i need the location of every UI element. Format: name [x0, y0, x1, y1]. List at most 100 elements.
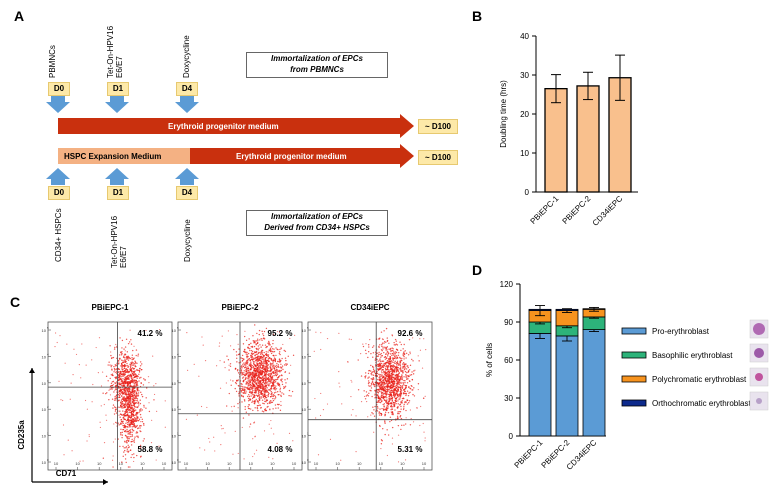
day-box-top-d4: D4: [176, 82, 198, 96]
top-description-line2: from PBMNCs: [290, 65, 344, 74]
cell-nucleus-3: [756, 398, 762, 404]
legend-swatch-1: [621, 351, 647, 359]
flow-upper-right-pct: 95.2 %: [268, 329, 293, 338]
flow-y-tick-label: 10: [172, 434, 177, 439]
flow-y-tick-label: 10: [302, 381, 307, 386]
bar-segment-CD34iEPC-3: [582, 308, 606, 310]
x-tick-label: PBiEPC-2: [561, 194, 593, 226]
day-box-bottom-d0: D0: [48, 186, 70, 200]
end-label-top: ~ D100: [418, 119, 458, 134]
bottom-medium-bar-erythroid: [190, 144, 414, 168]
y-tick-label: 0: [525, 188, 530, 197]
bar-PBiEPC-2: [576, 85, 600, 193]
flow-y-tick-exp: 1: [47, 432, 49, 436]
flow-y-tick-exp: 4: [47, 352, 49, 356]
flow-lower-right-pct: 4.08 %: [268, 445, 293, 454]
flow-x-tick-label: 10: [314, 461, 319, 466]
flow-y-tick-label: 10: [42, 328, 47, 333]
bar-segment-CD34iEPC-0: [582, 329, 606, 437]
panel-label-a: A: [14, 8, 25, 24]
flow-y-tick-label: 10: [302, 460, 307, 465]
flow-y-tick-exp: 1: [307, 432, 309, 436]
flow-x-tick-label: 10: [119, 461, 124, 466]
top-bar-label: Erythroid progenitor medium: [168, 122, 279, 131]
arrow-down-top-d4: [175, 96, 199, 113]
flow-upper-right-pct: 92.6 %: [398, 329, 423, 338]
cell-nucleus-0: [753, 323, 765, 335]
flow-y-tick-label: 10: [302, 434, 307, 439]
flow-plot-frame: [307, 321, 433, 471]
flow-lower-right-pct: 5.31 %: [398, 445, 423, 454]
y-tick-label: 120: [500, 280, 514, 289]
panel-label-d: D: [472, 262, 483, 278]
bar-segment-CD34iEPC-1: [582, 316, 606, 331]
arrow-down-top-d1: [105, 96, 129, 113]
panel-b-chart: 0 10 20 30 40 Doubling time (hrs) PBiEPC-1 PBiE…: [499, 32, 638, 228]
flow-x-tick-label: 10: [422, 461, 427, 466]
flow-y-tick-label: 10: [172, 328, 177, 333]
flow-dots: [313, 327, 427, 463]
flow-y-tick-exp: 0: [47, 458, 49, 462]
bottom-bar-right-label: Erythroid progenitor medium: [236, 152, 347, 161]
flow-plot-title: CD34iEPC: [350, 303, 389, 312]
flow-x-axis-label: CD71: [56, 469, 77, 478]
top-description-box: Immortalization of EPCs from PBMNCs: [246, 52, 388, 78]
bar-segment-PBiEPC-1-3: [528, 308, 552, 311]
flow-x-tick-label: 10: [379, 461, 384, 466]
flow-dots: [185, 324, 296, 460]
flow-y-axis-label: CD235a: [17, 420, 26, 450]
y-axis-label: % of cells: [485, 343, 494, 377]
y-tick-label: 10: [520, 149, 529, 158]
flow-x-tick-label: 10: [227, 461, 232, 466]
flow-y-tick-exp: 5: [47, 326, 49, 330]
flow-x-tick-label: 10: [357, 461, 362, 466]
arrow-up-bottom-d0: [46, 168, 70, 185]
x-tick-label: CD34iEPC: [591, 194, 625, 228]
panel-label-b: B: [472, 8, 483, 24]
cell-nucleus-2: [755, 373, 763, 381]
legend-label-3: Orthochromatic erythroblast: [652, 399, 751, 408]
bar-PBiEPC-1: [544, 88, 568, 193]
flow-y-tick-label: 10: [302, 328, 307, 333]
flow-plot-title: PBiEPC-1: [92, 303, 129, 312]
flow-y-tick-exp: 0: [307, 458, 309, 462]
flow-y-tick-exp: 3: [307, 379, 309, 383]
arrow-down-top-d0: [46, 96, 70, 113]
flow-y-tick-exp: 2: [307, 405, 309, 409]
day-box-bottom-d4: D4: [176, 186, 198, 200]
flow-y-tick-label: 10: [172, 381, 177, 386]
flow-upper-right-pct: 41.2 %: [138, 329, 163, 338]
flow-y-tick-exp: 2: [47, 405, 49, 409]
flow-x-tick-label: 10: [75, 461, 80, 466]
flow-y-tick-exp: 3: [47, 379, 49, 383]
bottom-description-line2: Derived from CD34+ HSPCs: [264, 223, 370, 232]
bottom-bar-left-label: HSPC Expansion Medium: [64, 152, 162, 161]
flow-y-tick-exp: 5: [307, 326, 309, 330]
flow-x-tick-label: 10: [162, 461, 167, 466]
bar-segment-PBiEPC-2-3: [555, 308, 579, 311]
y-tick-label: 30: [520, 71, 529, 80]
flow-y-tick-exp: 5: [177, 326, 179, 330]
flow-y-tick-label: 10: [172, 407, 177, 412]
y-tick-label: 20: [520, 110, 529, 119]
flow-y-tick-label: 10: [42, 354, 47, 359]
flow-x-tick-label: 10: [400, 461, 405, 466]
flow-x-tick-label: 10: [54, 461, 59, 466]
flow-x-tick-label: 10: [205, 461, 210, 466]
flow-y-tick-label: 10: [42, 434, 47, 439]
top-description-line1: Immortalization of EPCs: [270, 54, 363, 63]
flow-x-tick-label: 10: [335, 461, 340, 466]
flow-y-tick-exp: 3: [177, 379, 179, 383]
bottom-medium-bar-hspc: [58, 148, 190, 164]
flow-y-tick-label: 10: [42, 460, 47, 465]
end-label-bottom: ~ D100: [418, 150, 458, 165]
cell-nucleus-1: [754, 348, 764, 358]
legend-label-0: Pro-erythroblast: [652, 327, 710, 336]
legend-label-2: Polychromatic erythroblast: [652, 375, 747, 384]
panel-a-arrows: [46, 96, 414, 185]
flow-lower-right-pct: 58.8 %: [138, 445, 163, 454]
